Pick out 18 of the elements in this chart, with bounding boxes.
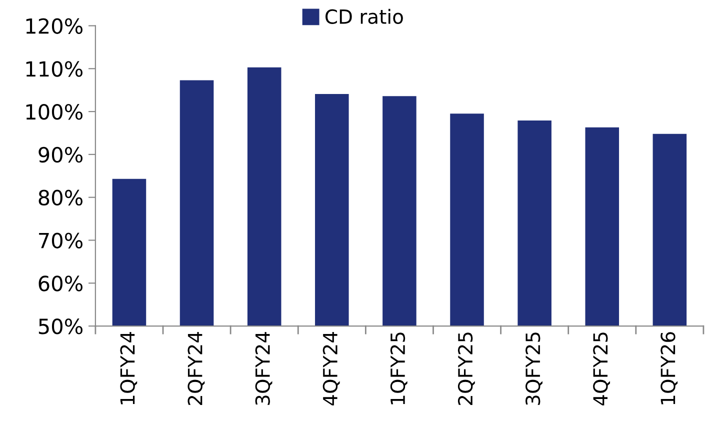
x-tick-label: 1QFY25 [390,332,408,404]
y-tick-label: 70% [39,232,82,248]
legend-label: CD ratio [326,8,403,24]
y-tick-label: 110% [26,61,82,77]
x-tick-label: 2QFY25 [458,332,475,405]
x-tick-label: 4QFY24 [322,332,340,406]
x-tick-label: 3QFY25 [526,332,542,405]
y-tick-label: 60% [38,276,82,292]
x-tick-label: 4QFY25 [593,332,610,406]
x-tick-label: 2QFY24 [188,332,205,405]
y-tick-label: 100% [26,104,82,120]
x-tick-label: 1QFY24 [120,332,138,404]
x-tick-label: 1QFY26 [660,332,678,404]
y-tick-label: 50% [38,318,82,334]
y-tick-label: 120% [26,18,82,34]
y-tick-label: 80% [38,190,82,206]
y-tick-label: 90% [38,146,82,163]
x-tick-label: 3QFY24 [255,332,272,405]
